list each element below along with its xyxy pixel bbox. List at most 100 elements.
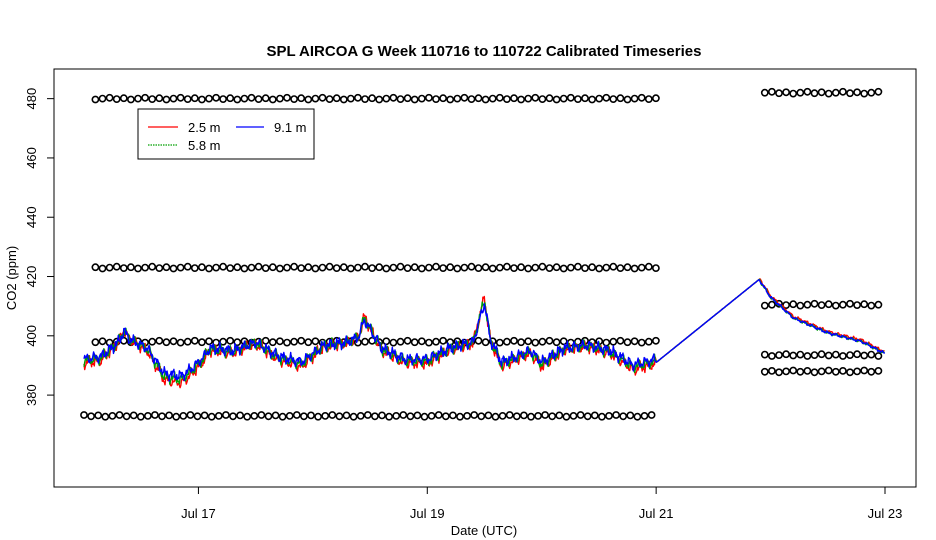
ref-point-2-72 — [602, 338, 611, 347]
ref-point-1-46 — [417, 264, 426, 273]
ref-point-2-60 — [517, 338, 525, 347]
reference-points — [80, 87, 883, 421]
legend: 2.5 m 9.1 m 5.8 m — [137, 108, 315, 160]
ref-point-1-68 — [574, 262, 582, 271]
ref-point-2-0 — [91, 338, 100, 347]
ref-point-3-52 — [448, 411, 457, 420]
ref-point-7-6 — [803, 366, 812, 375]
ref-point-0-36 — [346, 94, 355, 103]
ref-point-3-14 — [179, 411, 188, 420]
ref-point-3-18 — [207, 412, 216, 421]
ref-point-4-5 — [796, 88, 805, 97]
ref-point-6-12 — [846, 351, 854, 359]
ref-point-6-13 — [853, 350, 861, 359]
ref-point-3-42 — [378, 411, 386, 420]
ref-point-1-30 — [304, 263, 313, 272]
ref-point-1-54 — [474, 264, 483, 272]
plot-frame — [53, 68, 917, 488]
ref-point-1-73 — [609, 262, 618, 271]
ref-point-0-24 — [261, 94, 270, 103]
ref-point-0-79 — [652, 94, 660, 103]
ref-point-5-12 — [846, 299, 854, 308]
ref-point-1-15 — [197, 263, 206, 272]
ref-point-0-73 — [609, 95, 618, 103]
ref-point-0-13 — [183, 95, 192, 103]
ref-point-0-77 — [637, 93, 646, 102]
ref-point-5-15 — [867, 301, 876, 310]
ref-point-4-7 — [810, 89, 819, 98]
legend-label-5-8m: 5.8 m — [188, 138, 221, 153]
ref-point-1-78 — [644, 262, 653, 271]
ref-point-1-58 — [502, 262, 511, 271]
ref-point-3-60 — [505, 411, 514, 419]
ref-point-0-29 — [297, 94, 306, 103]
ref-point-1-12 — [176, 263, 185, 272]
ref-point-2-12 — [176, 338, 185, 347]
ref-point-1-28 — [290, 262, 298, 271]
ref-point-3-31 — [299, 412, 308, 421]
ref-point-0-46 — [417, 94, 426, 103]
ref-point-0-7 — [141, 93, 149, 102]
ref-point-0-70 — [588, 95, 596, 104]
ref-point-3-7 — [129, 411, 138, 420]
ref-point-1-40 — [375, 263, 384, 272]
ref-point-5-7 — [810, 299, 819, 308]
ref-point-2-65 — [552, 338, 561, 347]
ref-point-6-3 — [782, 350, 790, 359]
ref-point-5-5 — [796, 301, 805, 310]
ref-point-1-31 — [311, 264, 320, 273]
ref-point-0-19 — [226, 94, 235, 103]
ref-point-3-75 — [612, 411, 620, 419]
y-tick-label-3: 440 — [24, 206, 39, 228]
ref-point-1-35 — [339, 263, 348, 272]
ref-point-1-62 — [531, 263, 540, 272]
ref-point-4-15 — [867, 88, 876, 97]
ref-point-1-11 — [169, 264, 178, 273]
ref-point-0-20 — [233, 95, 242, 104]
ref-point-3-23 — [243, 412, 252, 421]
ref-point-3-56 — [477, 412, 486, 421]
ref-point-0-40 — [375, 95, 384, 104]
y-axis: 380 400 420 440 460 480 — [24, 88, 54, 406]
ref-point-4-1 — [768, 87, 776, 96]
ref-point-7-5 — [796, 367, 805, 376]
legend-box — [137, 108, 315, 160]
ref-point-1-71 — [595, 264, 604, 273]
ref-point-2-54 — [474, 336, 483, 345]
ref-point-4-9 — [824, 89, 833, 98]
ref-point-5-1 — [768, 300, 776, 309]
ref-point-1-20 — [233, 263, 242, 272]
ref-point-3-46 — [406, 412, 415, 421]
ref-point-1-16 — [205, 264, 213, 273]
ref-point-2-59 — [510, 336, 518, 345]
ref-point-2-61 — [524, 337, 533, 346]
ref-point-2-79 — [652, 336, 660, 345]
ref-point-0-23 — [254, 95, 263, 103]
ref-point-1-22 — [247, 263, 256, 272]
ref-point-3-65 — [541, 411, 549, 419]
ref-point-3-9 — [143, 411, 152, 420]
ref-point-6-7 — [810, 351, 819, 359]
ref-point-6-10 — [831, 350, 840, 359]
ref-point-0-3 — [112, 95, 121, 103]
ref-point-3-30 — [292, 411, 301, 419]
ref-point-7-1 — [768, 366, 776, 375]
ref-point-3-25 — [257, 411, 266, 419]
ref-point-6-8 — [817, 350, 826, 359]
ref-point-2-63 — [538, 337, 547, 346]
ref-point-0-2 — [105, 93, 114, 102]
ref-point-4-13 — [853, 88, 861, 97]
ref-point-1-29 — [297, 264, 306, 272]
ref-point-3-40 — [363, 411, 372, 419]
ref-point-2-29 — [297, 336, 306, 345]
ref-point-5-10 — [831, 301, 840, 310]
ref-point-3-27 — [271, 411, 280, 420]
ref-point-0-16 — [205, 94, 213, 103]
ref-point-2-9 — [155, 336, 164, 345]
ref-point-0-5 — [126, 95, 135, 104]
ref-point-4-12 — [846, 89, 854, 98]
ref-point-3-79 — [640, 411, 649, 420]
ref-point-0-51 — [453, 94, 462, 103]
ref-point-1-37 — [353, 263, 362, 272]
ref-point-3-16 — [193, 412, 202, 421]
